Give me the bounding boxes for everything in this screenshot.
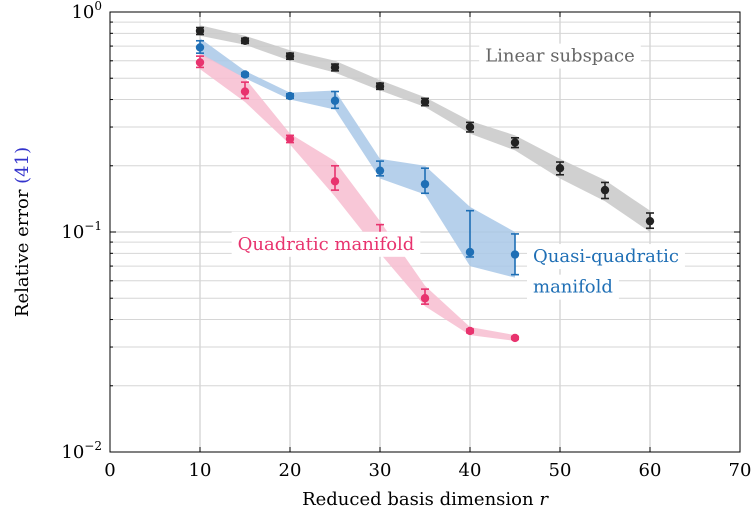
annotation-background — [479, 43, 641, 69]
error-bands — [200, 25, 650, 341]
data-point — [195, 58, 205, 67]
x-tick-label: 20 — [279, 460, 302, 481]
data-point — [600, 185, 610, 195]
data-point — [240, 36, 250, 45]
y-axis-title: Relative error (41) — [12, 147, 33, 317]
data-point — [330, 96, 340, 105]
x-tick-label: 40 — [459, 460, 482, 481]
data-point — [195, 43, 205, 52]
x-tick-label: 50 — [549, 460, 572, 481]
x-tick-label: 10 — [189, 460, 212, 481]
annotation-background — [527, 244, 685, 270]
data-point — [510, 250, 520, 259]
annotations: Linear subspace Quadratic manifold Quasi-q… — [238, 46, 679, 298]
series-annotation-label: manifold — [533, 277, 613, 298]
data-point — [285, 51, 295, 61]
y-axis-title-text: Relative error — [12, 189, 33, 317]
data-point — [510, 333, 520, 343]
data-point — [465, 326, 475, 336]
x-axis-title-text: Reduced basis dimension — [302, 489, 534, 510]
y-tick-label: 10−2 — [61, 439, 102, 463]
data-point — [330, 63, 340, 72]
data-point — [420, 294, 430, 303]
data-point — [420, 179, 430, 189]
x-tick-label: 30 — [369, 460, 392, 481]
data-point — [510, 138, 520, 147]
y-tick-label: 10−1 — [61, 219, 102, 243]
annotation-backgrounds — [231, 43, 685, 300]
series-annotation-label: Quadratic manifold — [238, 234, 415, 255]
error-band — [200, 53, 515, 341]
data-point — [465, 122, 475, 132]
data-point — [285, 91, 295, 101]
x-axis-title: Reduced basis dimension r — [302, 489, 549, 510]
x-tick-label: 70 — [729, 460, 752, 481]
series-annotation-label: Linear subspace — [485, 46, 635, 67]
data-point — [240, 87, 250, 96]
y-axis-equation-ref[interactable]: (41) — [12, 147, 33, 184]
data-point — [285, 134, 295, 144]
data-point — [375, 166, 385, 175]
data-point — [240, 70, 250, 79]
data-point — [330, 177, 340, 186]
data-point — [375, 81, 385, 91]
x-tick-label: 60 — [639, 460, 662, 481]
series-annotation-label: Quasi-quadratic — [533, 246, 679, 267]
axis-ticks: 0 10 20 30 40 50 60 70 10−2 10−1 100 — [61, 0, 751, 481]
data-point — [420, 97, 430, 107]
data-point — [555, 163, 565, 173]
grid — [109, 12, 741, 453]
x-axis-variable: r — [539, 489, 549, 510]
x-tick-label: 0 — [104, 460, 115, 481]
error-band — [200, 38, 515, 278]
annotation-background — [231, 231, 421, 257]
data-point — [645, 216, 655, 226]
annotation-background — [527, 274, 619, 300]
data-point — [465, 247, 475, 257]
data-point — [195, 26, 205, 36]
y-tick-label: 100 — [71, 0, 102, 23]
